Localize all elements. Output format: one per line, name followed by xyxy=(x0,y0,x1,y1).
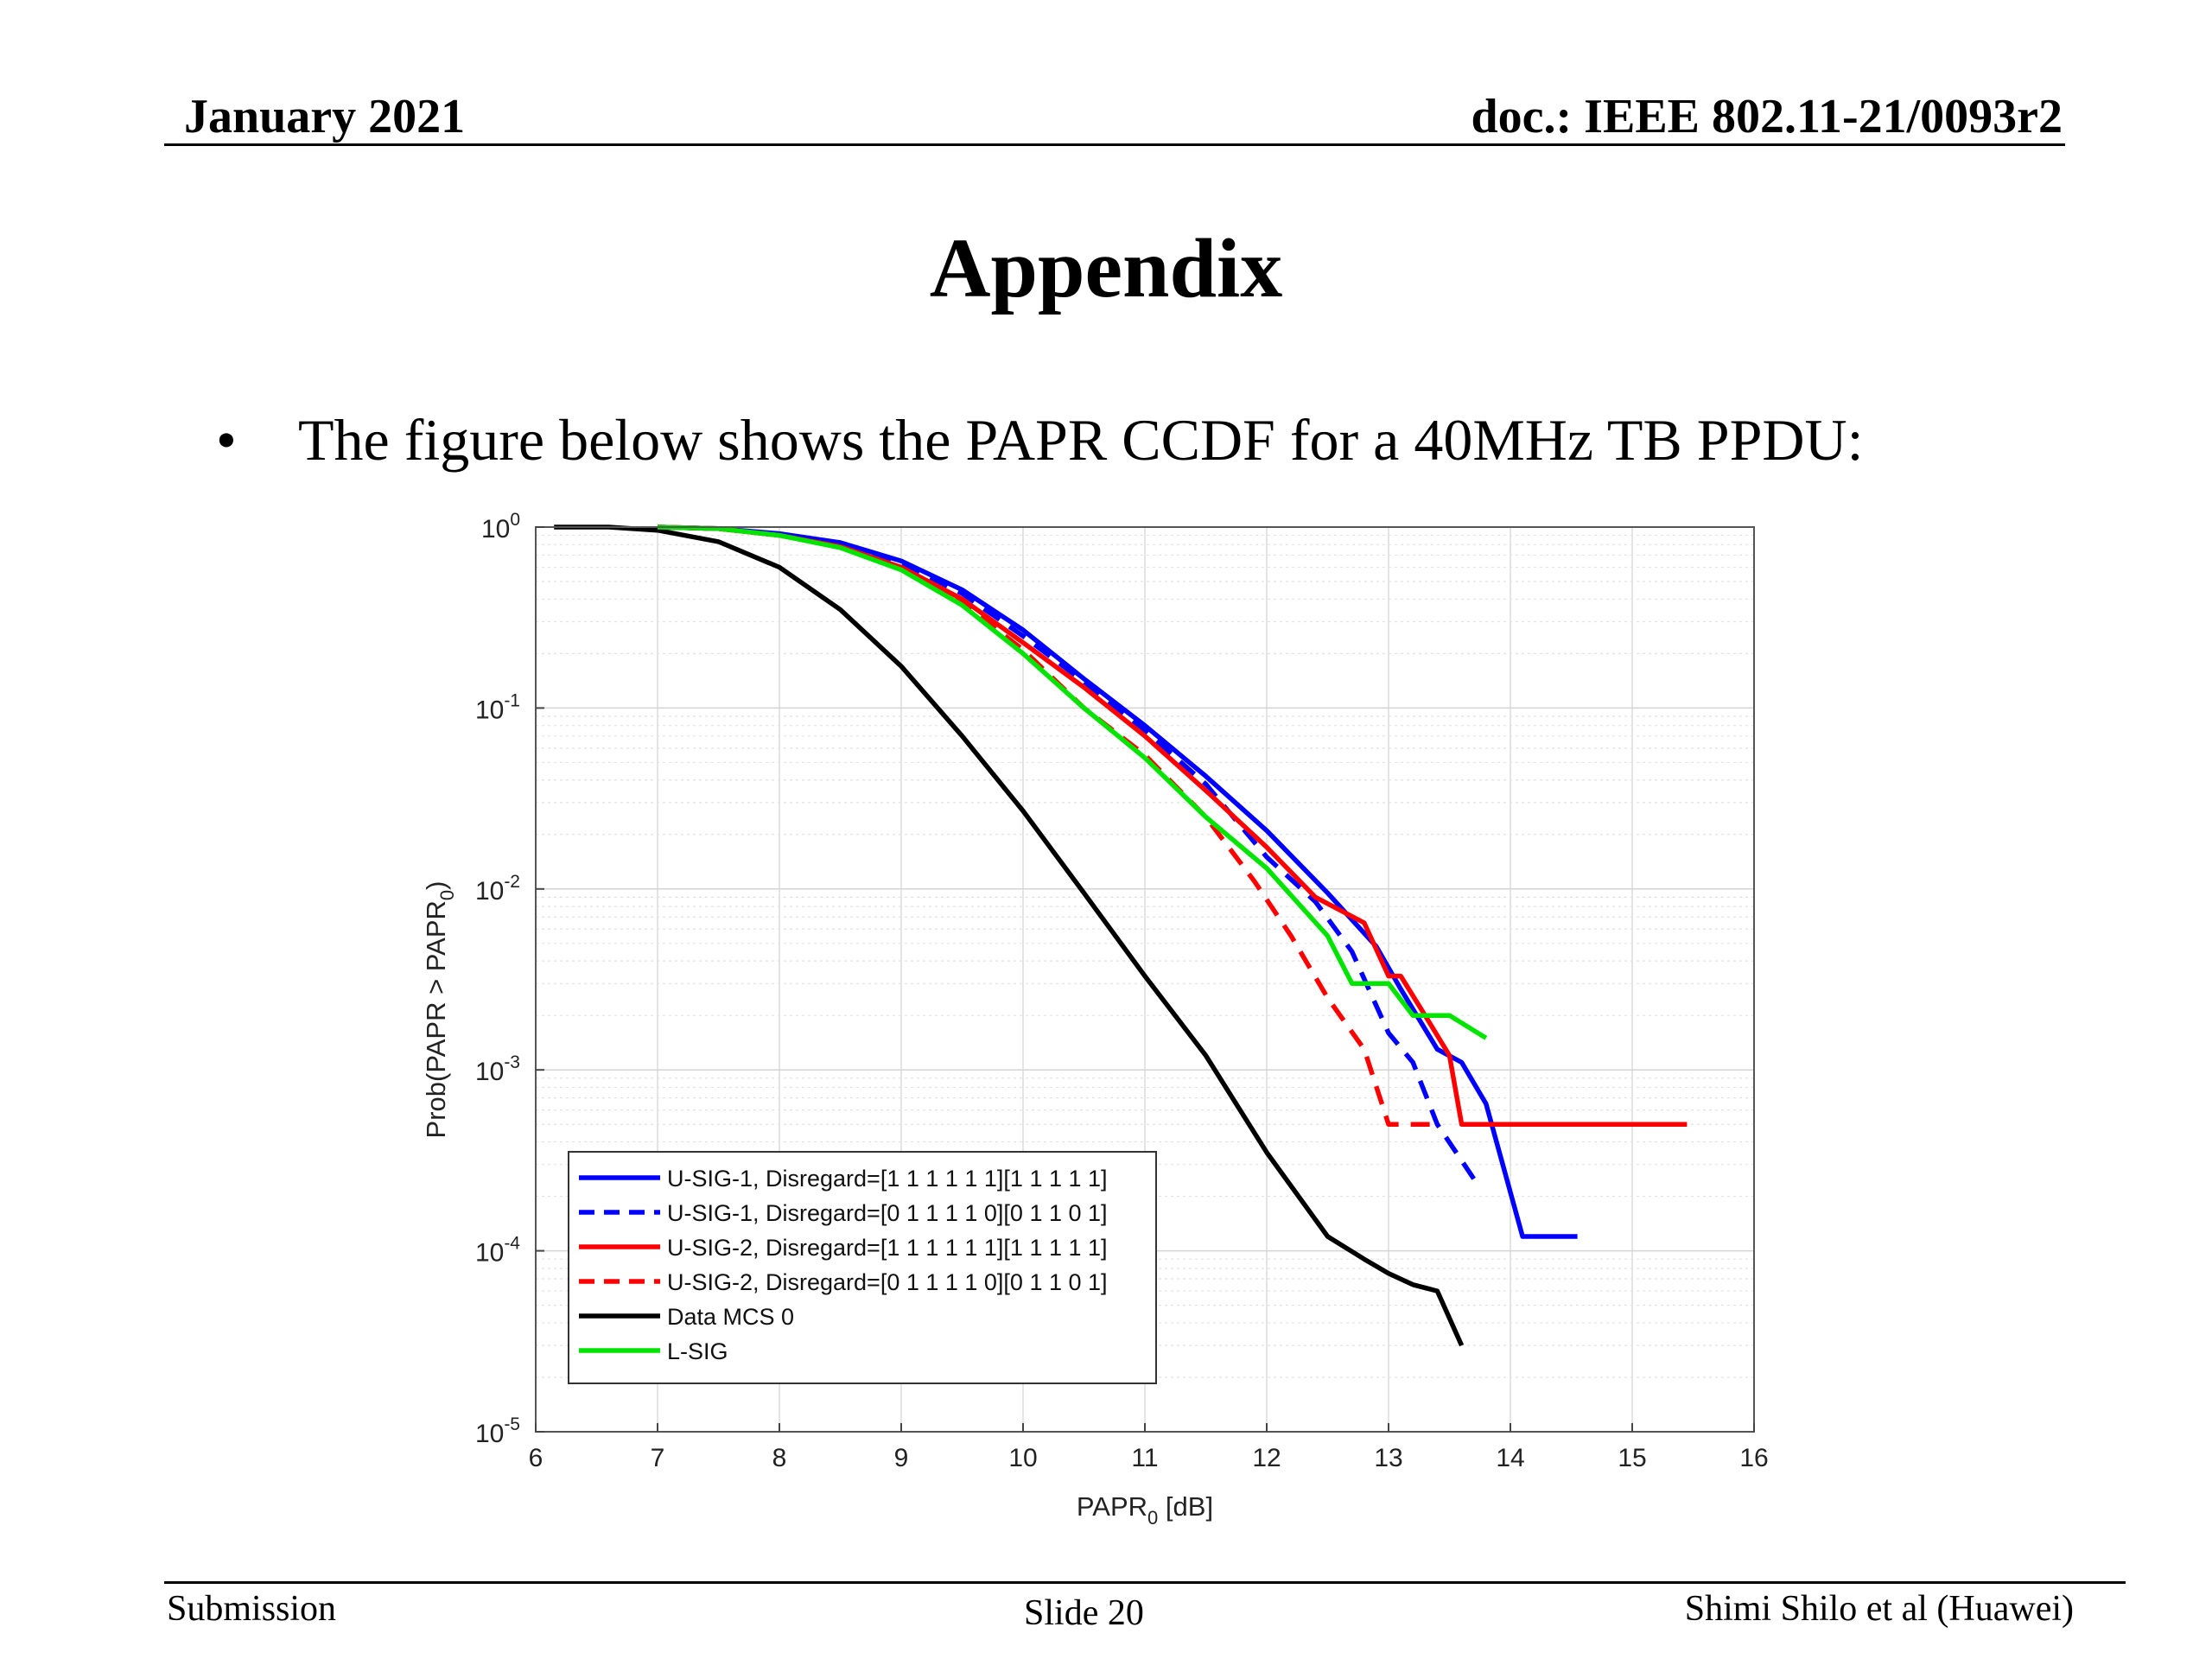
y-tick-label: 10-2 xyxy=(475,872,520,906)
legend-box xyxy=(568,1151,1157,1384)
x-tick-label: 6 xyxy=(529,1444,543,1472)
header-doc-id: doc.: IEEE 802.11-21/0093r2 xyxy=(1471,90,2063,143)
x-tick-label: 10 xyxy=(1008,1444,1037,1472)
x-tick-label: 9 xyxy=(894,1444,909,1472)
footer-slide-number: Slide 20 xyxy=(1024,1593,1144,1633)
series-line-3 xyxy=(657,524,1688,1127)
legend-label-6: L-SIG xyxy=(667,1338,728,1364)
footer-authors: Shimi Shilo et al (Huawei) xyxy=(1684,1589,2074,1629)
axis-ticks: 6 7 8 9 10 11 12 13 14 15 16 100 10-1 10-2 10-3 10-4 10-… xyxy=(475,510,1769,1472)
y-tick-label: 10-3 xyxy=(475,1052,520,1086)
x-tick-label: 8 xyxy=(772,1444,787,1472)
bullet-text: The figure below shows the PAPR CCDF for… xyxy=(298,407,1864,473)
y-axis-label-close: ) xyxy=(421,881,451,890)
series-line-6 xyxy=(657,524,1488,1040)
x-axis-label-main: PAPR xyxy=(1077,1491,1147,1522)
x-tick-label: 11 xyxy=(1131,1444,1158,1472)
y-axis-label: Prob(PAPR > PAPR0) xyxy=(421,881,458,1139)
x-tick-label: 12 xyxy=(1252,1444,1281,1472)
y-tick-label: 10-1 xyxy=(475,690,520,724)
x-axis-label-sub: 0 xyxy=(1147,1507,1158,1529)
footer-submission: Submission xyxy=(167,1589,337,1629)
series-group xyxy=(554,524,1688,1347)
legend-label-4: U-SIG-2, Disregard=[0 1 1 1 1 0][0 1 1 0… xyxy=(667,1269,1108,1295)
x-tick-label: 14 xyxy=(1496,1444,1524,1472)
header-date: January 2021 xyxy=(184,90,466,143)
series-line-1 xyxy=(657,524,1578,1239)
y-tick-label: 10-4 xyxy=(475,1234,520,1268)
header-rule xyxy=(164,143,2065,146)
x-axis-label-unit: [dB] xyxy=(1158,1491,1213,1522)
x-axis-label: PAPR0 [dB] xyxy=(1077,1491,1213,1529)
slide-title: Appendix xyxy=(929,222,1283,315)
y-tick-label: 100 xyxy=(481,510,520,543)
y-axis-label-sub: 0 xyxy=(436,890,458,900)
footer-rule xyxy=(164,1581,2126,1584)
legend-label-5: Data MCS 0 xyxy=(667,1304,794,1330)
x-tick-label: 13 xyxy=(1374,1444,1402,1472)
x-tick-label: 16 xyxy=(1739,1444,1768,1472)
legend-label-2: U-SIG-1, Disregard=[0 1 1 1 1 0][0 1 1 0… xyxy=(667,1200,1108,1226)
legend-label-1: U-SIG-1, Disregard=[1 1 1 1 1 1][1 1 1 1… xyxy=(667,1166,1108,1192)
y-tick-label: 10-5 xyxy=(475,1414,520,1448)
y-axis-label-main: Prob(PAPR > PAPR xyxy=(421,900,451,1138)
bullet-symbol: • xyxy=(216,407,237,473)
series-line-4 xyxy=(657,524,1438,1127)
bullet-item: • The figure below shows the PAPR CCDF fo… xyxy=(216,406,1864,474)
x-tick-label: 7 xyxy=(651,1444,665,1472)
legend-label-3: U-SIG-2, Disregard=[1 1 1 1 1 1][1 1 1 1… xyxy=(667,1235,1108,1261)
papr-ccdf-chart: 6 7 8 9 10 11 12 13 14 15 16 100 10-1 10-2 10-3 10-4 10-… xyxy=(421,510,1769,1529)
legend: U-SIG-1, Disregard=[1 1 1 1 1 1][1 1 1 1… xyxy=(568,1151,1157,1384)
series-line-5 xyxy=(554,524,1465,1347)
x-tick-label: 15 xyxy=(1618,1444,1646,1472)
